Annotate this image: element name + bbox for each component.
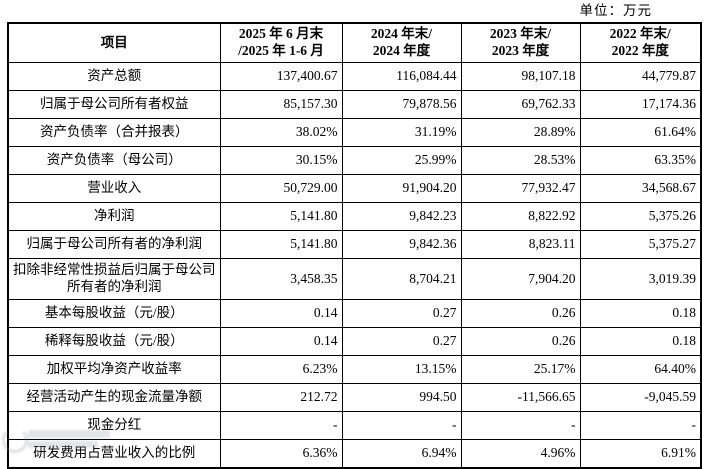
value-cell: 5,141.80 (219, 202, 343, 231)
period-column-header: 2023 年末/2023 年度 (460, 22, 581, 63)
value-cell: 0.26 (460, 299, 581, 328)
value-cell: 69,762.33 (460, 90, 581, 119)
value-cell: 994.50 (341, 383, 462, 412)
value-cell: 34,568.67 (579, 174, 702, 203)
item-cell: 现金分红 (7, 411, 221, 440)
item-cell: 资产总额 (7, 62, 221, 91)
value-cell: 0.27 (341, 299, 462, 328)
item-cell: 加权平均净资产收益率 (7, 355, 221, 384)
value-cell: 0.18 (579, 299, 702, 328)
value-cell: 25.99% (341, 146, 462, 175)
table-row: 研发费用占营业收入的比例 6.36% 6.94% 4.96% 6.91% (7, 439, 702, 469)
item-cell: 扣除非经常性损益后归属于母公司所有者的净利润 (7, 258, 221, 300)
value-cell: 3,019.39 (579, 258, 702, 300)
period-column-header: 2025 年 6 月末/2025 年 1-6 月 (219, 22, 343, 63)
value-cell: 91,904.20 (341, 174, 462, 203)
item-cell: 营业收入 (7, 174, 221, 203)
value-cell: 6.36% (219, 439, 343, 469)
item-cell: 基本每股收益（元/股） (7, 299, 221, 328)
value-cell: 4.96% (460, 439, 581, 469)
value-cell: - (460, 411, 581, 440)
table-row: 基本每股收益（元/股） 0.14 0.27 0.26 0.18 (7, 299, 702, 328)
value-cell: 5,375.26 (579, 202, 702, 231)
financial-summary-page: 单位：万元 项目 2025 年 6 月末/2025 年 1-6 月 2024 年末… (7, 2, 702, 469)
value-cell: 6.23% (219, 355, 343, 384)
value-cell: 17,174.36 (579, 90, 702, 119)
table-row: 扣除非经常性损益后归属于母公司所有者的净利润 3,458.35 8,704.21 7,… (7, 258, 702, 300)
table-row: 稀释每股收益（元/股） 0.14 0.27 0.26 0.18 (7, 327, 702, 356)
item-cell: 稀释每股收益（元/股） (7, 327, 221, 356)
table-row: 现金分红 - - - - (7, 411, 702, 440)
table-row: 经营活动产生的现金流量净额 212.72 994.50 -11,566.65 -9,04… (7, 383, 702, 412)
value-cell: 8,823.11 (460, 230, 581, 259)
value-cell: 28.53% (460, 146, 581, 175)
item-cell: 经营活动产生的现金流量净额 (7, 383, 221, 412)
item-cell: 净利润 (7, 202, 221, 231)
value-cell: 0.27 (341, 327, 462, 356)
value-cell: 64.40% (579, 355, 702, 384)
table-row: 加权平均净资产收益率 6.23% 13.15% 25.17% 64.40% (7, 355, 702, 384)
financial-summary-table: 项目 2025 年 6 月末/2025 年 1-6 月 2024 年末/2024 … (7, 22, 702, 469)
value-cell: 38.02% (219, 118, 343, 147)
unit-label: 单位：万元 (579, 3, 652, 18)
value-cell: 5,375.27 (579, 230, 702, 259)
value-cell: 61.64% (579, 118, 702, 147)
value-cell: 137,400.67 (219, 62, 343, 91)
period-column-header: 2024 年末/2024 年度 (341, 22, 462, 63)
value-cell: 0.26 (460, 327, 581, 356)
value-cell: 3,458.35 (219, 258, 343, 300)
value-cell: 8,822.92 (460, 202, 581, 231)
value-cell: 8,704.21 (341, 258, 462, 300)
value-cell: 44,779.87 (579, 62, 702, 91)
value-cell: - (579, 411, 702, 440)
item-column-header: 项目 (7, 22, 221, 63)
value-cell: 6.94% (341, 439, 462, 469)
value-cell: 50,729.00 (219, 174, 343, 203)
value-cell: 30.15% (219, 146, 343, 175)
table-row: 营业收入 50,729.00 91,904.20 77,932.47 34,568.67 (7, 174, 702, 203)
value-cell: 63.35% (579, 146, 702, 175)
value-cell: 98,107.18 (460, 62, 581, 91)
value-cell: -11,566.65 (460, 383, 581, 412)
value-cell: 6.91% (579, 439, 702, 469)
value-cell: 28.89% (460, 118, 581, 147)
value-cell: 0.18 (579, 327, 702, 356)
item-cell: 归属于母公司所有者权益 (7, 90, 221, 119)
value-cell: 7,904.20 (460, 258, 581, 300)
value-cell: -9,045.59 (579, 383, 702, 412)
item-cell: 资产负债率（母公司） (7, 146, 221, 175)
value-cell: 0.14 (219, 327, 343, 356)
value-cell: 5,141.80 (219, 230, 343, 259)
table-row: 净利润 5,141.80 9,842.23 8,822.92 5,375.26 (7, 202, 702, 231)
item-cell: 资产负债率（合并报表） (7, 118, 221, 147)
period-column-header: 2022 年末/2022 年度 (579, 22, 702, 63)
value-cell: 9,842.36 (341, 230, 462, 259)
value-cell: 212.72 (219, 383, 343, 412)
value-cell: 0.14 (219, 299, 343, 328)
value-cell: 25.17% (460, 355, 581, 384)
value-cell: 77,932.47 (460, 174, 581, 203)
value-cell: 116,084.44 (341, 62, 462, 91)
value-cell: - (219, 411, 343, 440)
value-cell: - (341, 411, 462, 440)
value-cell: 85,157.30 (219, 90, 343, 119)
item-cell: 研发费用占营业收入的比例 (7, 439, 221, 469)
table-row: 归属于母公司所有者权益 85,157.30 79,878.56 69,762.33 17… (7, 90, 702, 119)
table-row: 资产负债率（合并报表） 38.02% 31.19% 28.89% 61.64% (7, 118, 702, 147)
value-cell: 9,842.23 (341, 202, 462, 231)
table-row: 资产负债率（母公司） 30.15% 25.99% 28.53% 63.35% (7, 146, 702, 175)
value-cell: 31.19% (341, 118, 462, 147)
value-cell: 79,878.56 (341, 90, 462, 119)
table-row: 资产总额 137,400.67 116,084.44 98,107.18 44,779.… (7, 62, 702, 91)
table-header-row: 项目 2025 年 6 月末/2025 年 1-6 月 2024 年末/2024 … (7, 22, 702, 63)
value-cell: 13.15% (341, 355, 462, 384)
table-row: 归属于母公司所有者的净利润 5,141.80 9,842.36 8,823.11 5,3… (7, 230, 702, 259)
item-cell: 归属于母公司所有者的净利润 (7, 230, 221, 259)
